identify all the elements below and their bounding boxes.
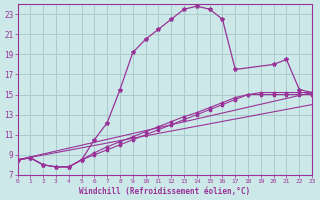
X-axis label: Windchill (Refroidissement éolien,°C): Windchill (Refroidissement éolien,°C) — [79, 187, 250, 196]
